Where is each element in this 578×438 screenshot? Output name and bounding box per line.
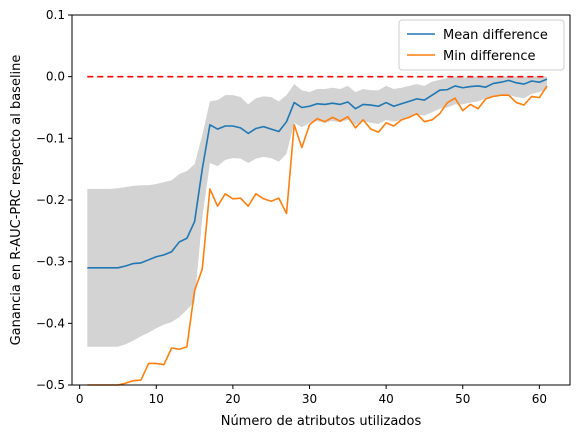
series-line-min-difference (87, 85, 548, 386)
y-tick-label: 0.0 (46, 70, 65, 84)
x-axis-label: Número de atributos utilizados (221, 414, 422, 429)
y-tick-label: −0.4 (36, 316, 65, 330)
series-line-mean-difference (87, 78, 548, 269)
y-axis-label: Ganancia en R-AUC-PRC respecto al baseli… (9, 55, 24, 346)
y-ticks: −0.5 −0.4 −0.3 −0.2 −0.1 0.0 0.1 (36, 8, 72, 392)
series-layer (87, 75, 548, 386)
y-tick-label: −0.1 (36, 131, 65, 145)
y-tick-label: −0.2 (36, 193, 65, 207)
band-layer (87, 76, 548, 347)
legend-label-min-difference: Min difference (443, 49, 535, 64)
x-tick-label: 40 (378, 392, 393, 406)
x-tick-label: 0 (76, 392, 84, 406)
x-ticks: 0 10 20 30 40 50 60 (76, 385, 547, 406)
x-tick-label: 50 (455, 392, 470, 406)
range-band (87, 76, 548, 347)
y-tick-label: 0.1 (46, 8, 65, 22)
x-tick-label: 30 (302, 392, 317, 406)
legend-label-mean-difference: Mean difference (443, 28, 548, 43)
x-tick-label: 20 (225, 392, 240, 406)
x-tick-label: 10 (149, 392, 164, 406)
y-tick-label: −0.5 (36, 378, 65, 392)
y-tick-label: −0.3 (36, 255, 65, 269)
legend: Mean difference Min difference (398, 19, 565, 71)
legend-box (398, 19, 565, 71)
x-tick-label: 60 (532, 392, 547, 406)
